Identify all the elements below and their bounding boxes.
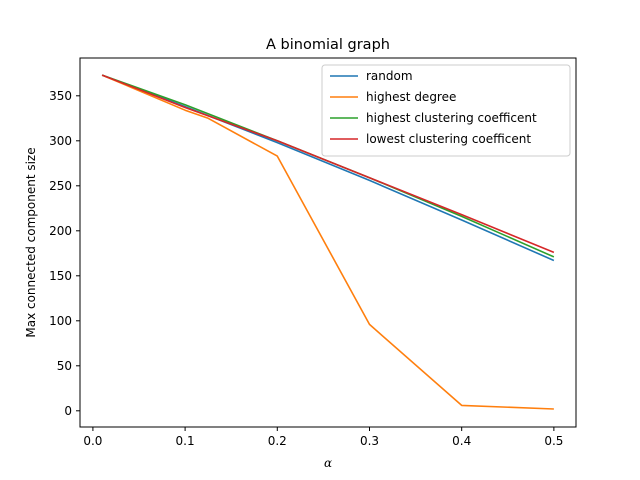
legend-label-lowest-clustering-coefficent: lowest clustering coefficent	[366, 132, 531, 146]
chart-title: A binomial graph	[266, 37, 390, 53]
series-line-lowest-clustering-coefficent	[101, 74, 555, 254]
y-tick-label: 50	[57, 359, 72, 373]
legend-box	[321, 64, 571, 157]
y-axis-label: Max connected component size	[24, 147, 38, 337]
y-tick-label: 100	[49, 314, 72, 328]
y-tick-label: 0	[64, 404, 72, 418]
y-tick-label: 200	[49, 224, 72, 238]
y-tick-label: 250	[49, 179, 72, 193]
legend-label-highest-clustering-coefficent: highest clustering coefficent	[366, 111, 537, 125]
series-line-highest-degree	[101, 74, 554, 410]
y-tick-label: 150	[49, 269, 72, 283]
x-tick-label: 0.4	[452, 434, 471, 448]
x-axis: 0.0 0.1 0.2 0.3 0.4 0.5	[83, 427, 563, 448]
legend-label-highest-degree: highest degree	[366, 90, 456, 104]
legend: random highest degree highest clustering c…	[321, 64, 571, 157]
x-tick-label: 0.1	[176, 434, 195, 448]
x-axis-label: α	[324, 456, 332, 470]
y-tick-label: 350	[49, 89, 72, 103]
axes-frame	[79, 57, 577, 428]
series-lines	[101, 74, 555, 410]
legend-label-random: random	[366, 69, 413, 83]
x-tick-label: 0.3	[360, 434, 379, 448]
y-axis: 0 50 100 150 200 250 300 350	[49, 89, 80, 418]
x-tick-label: 0.2	[268, 434, 287, 448]
x-tick-label: 0.5	[544, 434, 563, 448]
x-tick-label: 0.0	[83, 434, 102, 448]
y-tick-label: 300	[49, 134, 72, 148]
